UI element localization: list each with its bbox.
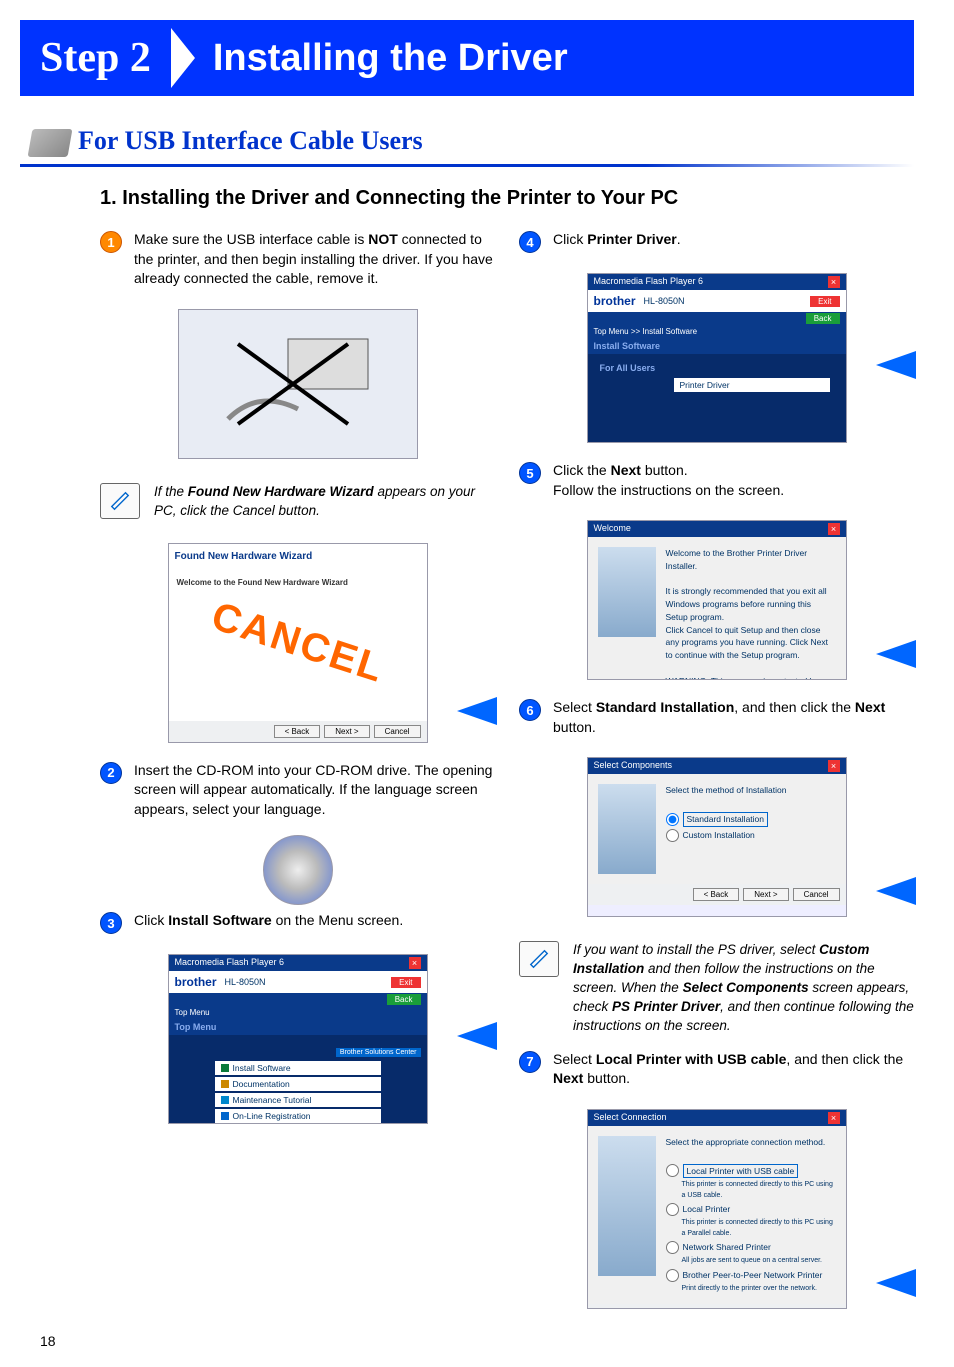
welcome-dialog-screenshot: Welcome× Welcome to the Brother Printer … [587,520,847,680]
step-banner: Step 2 Installing the Driver [20,20,914,96]
num-badge-1: 1 [100,231,122,253]
num-badge-2: 2 [100,762,122,784]
usb-section-icon [28,129,73,157]
custom-install-radio [666,829,679,842]
arrow-icon [876,877,916,905]
installer-side-graphic [598,784,656,874]
step-2: 2 Insert the CD-ROM into your CD-ROM dri… [100,761,495,820]
step-1-text: Make sure the USB interface cable is NOT… [134,230,495,289]
note-icon [519,941,559,977]
arrow-icon [876,351,916,379]
p2p-radio [666,1269,679,1282]
arrow-icon [876,1269,916,1297]
banner-title: Installing the Driver [213,37,568,80]
close-icon: × [828,523,840,535]
arrow-icon [457,697,497,725]
step-2-text: Insert the CD-ROM into your CD-ROM drive… [134,761,495,820]
chevron-icon [171,28,195,88]
connection-dialog-screenshot: Select Connection× Select the appropriat… [587,1109,847,1309]
left-column: 1 Make sure the USB interface cable is N… [100,230,495,1327]
section-title: For USB Interface Cable Users [78,126,423,160]
note-hardware-wizard: If the Found New Hardware Wizard appears… [100,483,495,521]
step-3-text: Click Install Software on the Menu scree… [134,911,403,934]
usb-radio [666,1164,679,1177]
components-dialog-screenshot: Select Components× Select the method of … [587,757,847,917]
printer-cable-illustration [178,309,418,459]
subsection-title: 1. Installing the Driver and Connecting … [100,187,914,210]
step-1: 1 Make sure the USB interface cable is N… [100,230,495,289]
printer-driver-item: Printer Driver [674,378,830,392]
step-5-text: Click the Next button. Follow the instru… [553,461,784,500]
arrow-icon [876,640,916,668]
installer-side-graphic [598,1136,656,1276]
step-7-text: Select Local Printer with USB cable, and… [553,1050,914,1089]
menu-install-software: Install Software [215,1061,381,1075]
top-menu-screenshot: Macromedia Flash Player 6× brother HL-80… [168,954,428,1124]
step-7: 7 Select Local Printer with USB cable, a… [519,1050,914,1089]
num-badge-7: 7 [519,1051,541,1073]
installer-side-graphic [598,547,656,637]
page-number: 18 [40,1333,56,1349]
num-badge-3: 3 [100,912,122,934]
cd-illustration [263,835,333,905]
network-shared-radio [666,1241,679,1254]
step-6: 6 Select Standard Installation, and then… [519,698,914,737]
section-underline [20,164,914,167]
install-software-screenshot: Macromedia Flash Player 6× brother HL-80… [587,273,847,443]
close-icon: × [828,760,840,772]
step-label: Step 2 [40,34,151,82]
right-column: 4 Click Printer Driver. Macromedia Flash… [519,230,914,1327]
step-3: 3 Click Install Software on the Menu scr… [100,911,495,934]
menu-maintenance: Maintenance Tutorial [215,1093,381,1107]
step-4: 4 Click Printer Driver. [519,230,914,253]
close-icon: × [828,1112,840,1124]
step-5: 5 Click the Next button. Follow the inst… [519,461,914,500]
step-4-text: Click Printer Driver. [553,230,681,253]
menu-registration: On-Line Registration [215,1109,381,1123]
close-icon: × [409,957,421,969]
note-icon [100,483,140,519]
step-6-text: Select Standard Installation, and then c… [553,698,914,737]
note-ps-driver: If you want to install the PS driver, se… [519,941,914,1035]
close-icon: × [828,276,840,288]
standard-install-radio [666,813,679,826]
menu-documentation: Documentation [215,1077,381,1091]
arrow-icon [457,1022,497,1050]
hardware-wizard-screenshot: Found New Hardware Wizard Welcome to the… [168,543,428,743]
num-badge-6: 6 [519,699,541,721]
num-badge-5: 5 [519,462,541,484]
num-badge-4: 4 [519,231,541,253]
local-radio [666,1203,679,1216]
